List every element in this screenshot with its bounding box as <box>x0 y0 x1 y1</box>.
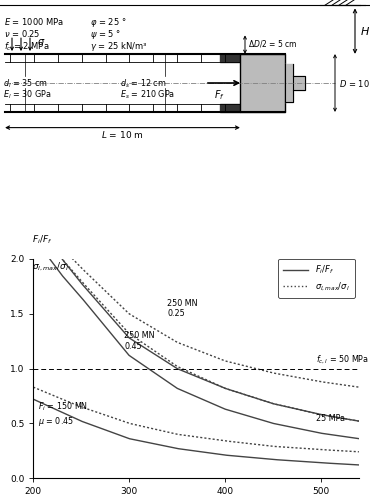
Text: 250 MN
0.25: 250 MN 0.25 <box>167 299 198 318</box>
Text: $\nu$ = 0.25: $\nu$ = 0.25 <box>4 28 40 39</box>
Text: 25 MPa: 25 MPa <box>316 414 345 423</box>
Text: $\Delta D/2$ = 5 cm: $\Delta D/2$ = 5 cm <box>248 38 298 49</box>
Text: $E$ = 1000 MPa: $E$ = 1000 MPa <box>4 15 64 26</box>
Text: $F_i$ = 150 MN
$\mu$ = 0.45: $F_i$ = 150 MN $\mu$ = 0.45 <box>38 401 88 428</box>
Text: $D$ = 10 m: $D$ = 10 m <box>339 78 370 89</box>
Text: $\varphi$ = 25 °: $\varphi$ = 25 ° <box>90 15 127 28</box>
Text: $F_i/F_f$: $F_i/F_f$ <box>32 233 53 246</box>
Legend: $F_i/F_f$, $\sigma_{l,max}/\sigma_l$: $F_i/F_f$, $\sigma_{l,max}/\sigma_l$ <box>278 259 355 298</box>
Text: $\sigma$: $\sigma$ <box>37 36 46 46</box>
Text: $\sigma_{l,max}/\sigma_l$: $\sigma_{l,max}/\sigma_l$ <box>32 261 70 273</box>
Text: $E_l$ = 30 GPa: $E_l$ = 30 GPa <box>3 88 52 101</box>
Text: 250 MN
0.45: 250 MN 0.45 <box>124 332 155 351</box>
Text: $f_c$ = 2 MPa: $f_c$ = 2 MPa <box>4 40 50 53</box>
Text: $d_s$ = 12 cm: $d_s$ = 12 cm <box>120 78 166 90</box>
Text: $f_{c,l}$ = 50 MPa: $f_{c,l}$ = 50 MPa <box>316 354 369 367</box>
Text: $L$ = 10 m: $L$ = 10 m <box>101 129 144 140</box>
Text: $H$: $H$ <box>360 25 370 37</box>
Text: $d_l$ = 35 cm: $d_l$ = 35 cm <box>3 78 48 90</box>
Text: $\gamma$ = 25 kN/m³: $\gamma$ = 25 kN/m³ <box>90 40 148 53</box>
Bar <box>240 54 285 112</box>
Text: $F_f$: $F_f$ <box>213 89 225 103</box>
Text: $E_s$ = 210 GPa: $E_s$ = 210 GPa <box>120 88 175 101</box>
Text: $\psi$ = 5 °: $\psi$ = 5 ° <box>90 28 121 41</box>
